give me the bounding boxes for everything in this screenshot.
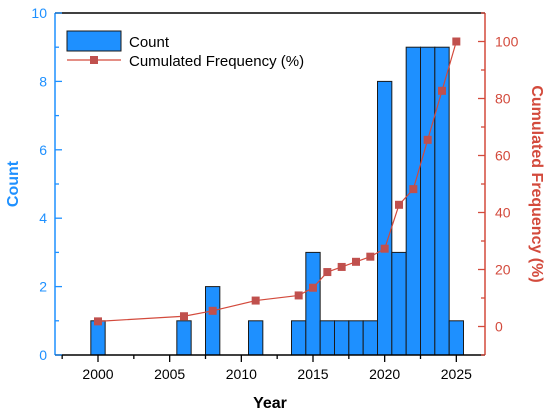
cumulative-point-2015 bbox=[309, 283, 317, 292]
bars-layer bbox=[90, 46, 465, 356]
bar-2008 bbox=[205, 286, 221, 356]
bar-2017 bbox=[334, 320, 350, 356]
bar-2022 bbox=[405, 46, 422, 356]
legend-bar-swatch bbox=[66, 30, 122, 52]
cumulative-point-2016 bbox=[323, 268, 332, 277]
x-tick-label: 2005 bbox=[154, 366, 185, 382]
cumulative-point-2025 bbox=[452, 37, 461, 46]
y-right-tick-label: 20 bbox=[495, 262, 511, 278]
cumulative-point-2006 bbox=[180, 312, 188, 321]
y-left-tick-label: 4 bbox=[39, 210, 47, 226]
y-right-tick-label: 60 bbox=[495, 148, 511, 164]
bar-2021 bbox=[391, 251, 407, 356]
bar-2000 bbox=[90, 320, 106, 356]
x-tick-label: 2015 bbox=[297, 366, 328, 382]
bar-2015 bbox=[305, 251, 321, 356]
bar-2006 bbox=[176, 320, 192, 356]
y-left-tick-label: 2 bbox=[39, 279, 47, 295]
bar-2019 bbox=[362, 320, 379, 356]
y-right-axis-label: Cumulated Frequency (%) bbox=[528, 85, 545, 282]
legend-bar-label: Count bbox=[129, 34, 170, 51]
cumulative-point-2024 bbox=[438, 86, 446, 95]
y-left-axis-label: Count bbox=[5, 160, 22, 207]
bar-2018 bbox=[348, 320, 364, 356]
cumulative-point-2022 bbox=[409, 185, 418, 194]
x-tick-label: 2000 bbox=[82, 366, 113, 382]
y-left-tick-label: 0 bbox=[39, 347, 47, 363]
y-left-tick-label: 10 bbox=[31, 5, 47, 21]
legend: Count Cumulated Frequency (%) bbox=[66, 30, 304, 70]
bar-2014 bbox=[291, 320, 307, 356]
bar-2025 bbox=[448, 320, 465, 356]
y-right-tick-label: 0 bbox=[495, 319, 503, 335]
legend-line-marker bbox=[90, 56, 98, 64]
cumulative-point-2014 bbox=[294, 291, 303, 300]
cumulative-point-2019 bbox=[366, 252, 375, 261]
cumulative-point-2023 bbox=[423, 135, 432, 144]
y-left-tick-label: 6 bbox=[39, 142, 47, 158]
bar-2020 bbox=[377, 80, 393, 356]
cumulative-point-2008 bbox=[208, 306, 217, 315]
x-tick-label: 2025 bbox=[441, 366, 472, 382]
cumulative-point-2011 bbox=[251, 296, 260, 305]
x-tick-label: 2020 bbox=[369, 366, 400, 382]
cumulative-point-2018 bbox=[352, 257, 360, 266]
x-tick-label: 2010 bbox=[226, 366, 257, 382]
bar-2011 bbox=[248, 320, 264, 356]
y-right-tick-label: 80 bbox=[495, 91, 511, 107]
x-axis-label: Year bbox=[253, 395, 287, 412]
y-right-tick-label: 100 bbox=[495, 34, 519, 50]
y-left-tick-label: 8 bbox=[39, 73, 47, 89]
y-right-tick-label: 40 bbox=[495, 205, 511, 221]
line-layer bbox=[94, 37, 461, 326]
cumulative-point-2017 bbox=[337, 262, 346, 271]
cumulative-point-2000 bbox=[94, 317, 102, 326]
cumulative-point-2020 bbox=[380, 244, 389, 253]
legend-line-label: Cumulated Frequency (%) bbox=[129, 53, 304, 70]
cumulative-point-2021 bbox=[395, 200, 403, 209]
bar-2016 bbox=[319, 320, 336, 356]
cumulative-line bbox=[97, 41, 457, 322]
bar-2023 bbox=[420, 46, 436, 356]
